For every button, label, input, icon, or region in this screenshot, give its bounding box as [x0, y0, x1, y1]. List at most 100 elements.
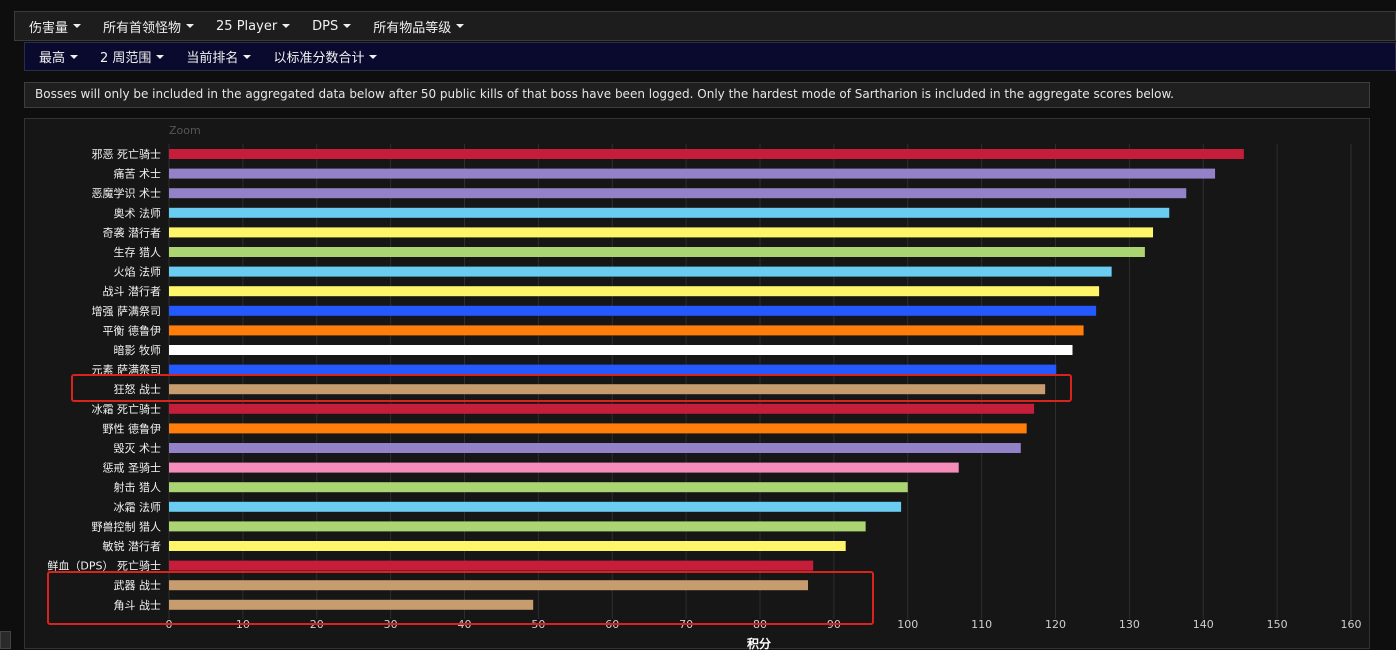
- bar[interactable]: [169, 364, 1057, 375]
- ranking-dropdown[interactable]: 当前排名: [186, 47, 252, 66]
- bar[interactable]: [169, 462, 959, 473]
- bars: [169, 149, 1244, 610]
- category-label: 野兽控制 猎人: [92, 519, 162, 533]
- x-tick-label: 60: [605, 618, 619, 631]
- bar[interactable]: [169, 149, 1244, 159]
- bar[interactable]: [169, 482, 908, 493]
- category-label: 冰霜 法师: [114, 500, 162, 514]
- gridlines: [168, 144, 1352, 619]
- bar[interactable]: [169, 305, 1097, 316]
- category-label: 狂怒 战士: [114, 382, 162, 396]
- side-scroll-tab[interactable]: [0, 631, 11, 649]
- item-level-dropdown[interactable]: 所有物品等级: [373, 17, 465, 36]
- bar[interactable]: [169, 521, 866, 532]
- bar[interactable]: [169, 286, 1100, 297]
- aggregation-notice: Bosses will only be included in the aggr…: [24, 82, 1370, 108]
- x-tick-label: 110: [971, 618, 992, 631]
- bar[interactable]: [169, 599, 534, 610]
- category-label: 射击 猎人: [114, 480, 162, 494]
- bar[interactable]: [169, 247, 1145, 257]
- aggregate-dropdown-label: 最高: [39, 51, 66, 66]
- role-dropdown-label: DPS: [312, 18, 339, 34]
- x-tick-label: 100: [897, 618, 918, 631]
- filter-bar-primary: 伤害量 所有首领怪物 25 Player DPS 所有物品等级: [14, 11, 1396, 41]
- x-axis-ticks: 0 10 20 30 40 50 60 70 80 90 100 110 120 130 140 150 160: [166, 618, 1362, 631]
- category-label: 奥术 法师: [114, 206, 162, 220]
- x-tick-label: 150: [1267, 618, 1288, 631]
- category-label: 元素 萨满祭司: [92, 364, 162, 377]
- bar[interactable]: [169, 541, 846, 551]
- bar[interactable]: [169, 501, 902, 512]
- category-label: 痛苦 术士: [114, 167, 162, 181]
- bar[interactable]: [169, 560, 814, 571]
- x-axis-title: 积分: [747, 636, 771, 650]
- category-label: 敏锐 潜行者: [103, 539, 162, 553]
- category-label: 暗影 牧师: [114, 343, 162, 357]
- metric-dropdown-label: 伤害量: [29, 20, 69, 36]
- category-label: 野性 德鲁伊: [103, 421, 162, 435]
- scoring-dropdown[interactable]: 以标准分数合计: [273, 47, 378, 66]
- bar[interactable]: [169, 443, 1021, 453]
- x-tick-label: 130: [1119, 618, 1140, 631]
- category-label: 战斗 潜行者: [103, 284, 162, 298]
- caret-down-icon: [369, 54, 378, 59]
- category-label: 武器 战士: [114, 579, 162, 592]
- x-tick-label: 10: [236, 618, 250, 631]
- raid-size-dropdown-label: 25 Player: [216, 18, 278, 34]
- x-tick-label: 30: [384, 618, 398, 631]
- x-tick-label: 40: [458, 618, 472, 631]
- category-label: 奇袭 潜行者: [103, 225, 162, 239]
- bar[interactable]: [169, 423, 1027, 434]
- scoring-dropdown-label: 以标准分数合计: [273, 51, 365, 66]
- bar[interactable]: [169, 345, 1073, 355]
- bar[interactable]: [169, 188, 1187, 199]
- caret-down-icon: [70, 54, 79, 59]
- bar[interactable]: [169, 325, 1084, 336]
- x-tick-label: 80: [753, 618, 767, 631]
- x-tick-label: 0: [166, 618, 173, 631]
- time-range-dropdown[interactable]: 2 周范围: [100, 47, 165, 66]
- metric-dropdown[interactable]: 伤害量: [29, 17, 82, 36]
- raid-size-dropdown[interactable]: 25 Player: [216, 18, 291, 34]
- role-dropdown[interactable]: DPS: [312, 18, 352, 34]
- spec-ranking-chart: Zoom 邪恶 死亡骑士痛苦 术士恶魔学识 术士奥术 法师奇袭 潜行者生存 猎人…: [24, 118, 1370, 650]
- category-label: 冰霜 死亡骑士: [92, 402, 162, 416]
- category-label: 角斗 战士: [114, 599, 162, 612]
- aggregate-dropdown[interactable]: 最高: [39, 47, 79, 66]
- x-tick-label: 20: [310, 618, 324, 631]
- zoom-label[interactable]: Zoom: [169, 124, 201, 137]
- caret-down-icon: [343, 24, 352, 28]
- caret-down-icon: [282, 24, 291, 28]
- category-label: 鲜血（DPS） 死亡骑士: [47, 559, 161, 573]
- time-range-dropdown-label: 2 周范围: [100, 51, 152, 66]
- category-label: 平衡 德鲁伊: [103, 323, 162, 337]
- bar[interactable]: [169, 168, 1216, 179]
- caret-down-icon: [186, 24, 195, 28]
- boss-dropdown-label: 所有首领怪物: [103, 20, 182, 36]
- x-tick-label: 50: [531, 618, 545, 631]
- caret-down-icon: [73, 24, 82, 28]
- caret-down-icon: [243, 54, 252, 59]
- x-tick-label: 160: [1341, 618, 1362, 631]
- x-tick-label: 90: [827, 618, 841, 631]
- ranking-dropdown-label: 当前排名: [186, 51, 239, 66]
- bar[interactable]: [169, 266, 1112, 277]
- category-label: 邪恶 死亡骑士: [92, 147, 162, 161]
- bar[interactable]: [169, 580, 809, 591]
- boss-dropdown[interactable]: 所有首领怪物: [103, 17, 195, 36]
- category-label: 毁灭 术士: [114, 441, 162, 455]
- bar[interactable]: [169, 207, 1170, 218]
- caret-down-icon: [156, 54, 165, 59]
- category-label: 恶魔学识 术士: [92, 186, 162, 200]
- category-label: 火焰 法师: [114, 265, 162, 279]
- x-tick-label: 70: [679, 618, 693, 631]
- bar[interactable]: [169, 384, 1046, 395]
- bar[interactable]: [169, 227, 1154, 238]
- bar[interactable]: [169, 403, 1035, 414]
- category-label: 惩戒 圣骑士: [103, 462, 162, 475]
- x-tick-label: 140: [1193, 618, 1214, 631]
- x-tick-label: 120: [1045, 618, 1066, 631]
- category-label: 生存 猎人: [114, 245, 162, 259]
